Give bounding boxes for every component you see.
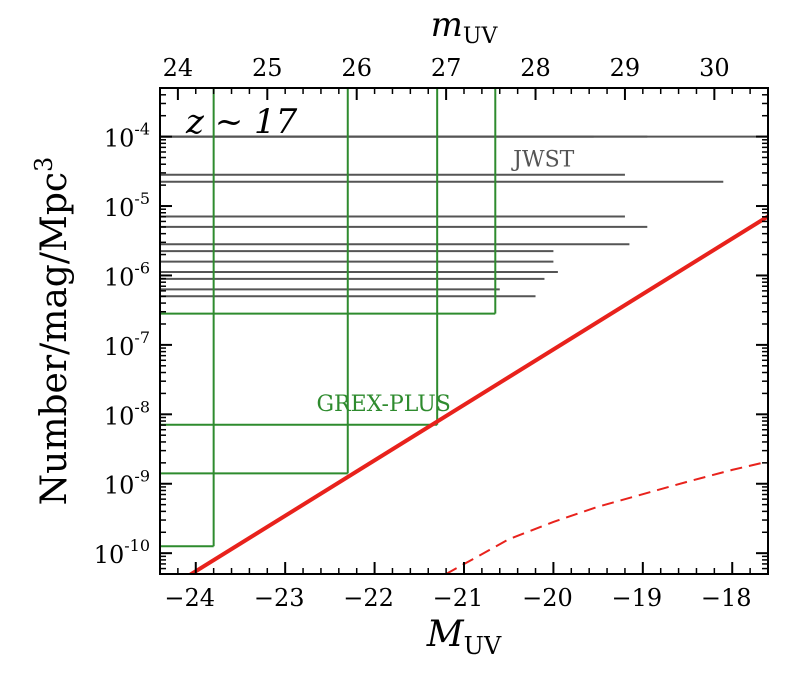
jwst-label: JWST (511, 147, 575, 172)
x-tick-label: −20 (522, 584, 573, 612)
y-tick-label: 10-4 (104, 120, 150, 153)
y-tick-label: 10-5 (104, 189, 150, 222)
y-tick-label: 10-7 (104, 328, 150, 361)
plot-frame (159, 87, 769, 575)
top-tick-label: 26 (341, 54, 372, 82)
x-tick-label: −22 (343, 584, 394, 612)
top-tick-label: 24 (163, 54, 194, 82)
top-tick-label: 29 (610, 54, 641, 82)
axis-ticks: −24 −23 −22 −21 −20 −19 −18 24 25 26 27 28 29 30 10-10… (94, 54, 769, 612)
y-axis-title: Number/mag/Mpc3 (30, 157, 75, 506)
model-lines (187, 214, 768, 574)
grex-plus-label: GREX-PLUS (316, 392, 450, 417)
top-tick-label: 30 (699, 54, 730, 82)
x-tick-label: −21 (433, 584, 484, 612)
y-tick-label: 10-6 (104, 258, 150, 291)
top-tick-label: 28 (520, 54, 551, 82)
redshift-annotation: z ~ 17 (185, 102, 298, 142)
y-tick-label: 10-9 (104, 467, 150, 500)
x-axis-title: MUV (426, 614, 502, 660)
x-tick-label: −18 (701, 584, 752, 612)
y-tick-label: 10-10 (94, 536, 150, 569)
top-tick-label: 25 (252, 54, 283, 82)
x-tick-label: −23 (254, 584, 305, 612)
x-tick-label: −24 (164, 584, 215, 612)
survey-limit-lines (160, 88, 768, 548)
top-tick-label: 27 (431, 54, 462, 82)
solid-model-line (187, 214, 768, 574)
top-x-axis-title: mUV (431, 5, 499, 49)
x-tick-label: −19 (611, 584, 662, 612)
dashed-model-line (445, 460, 768, 574)
y-tick-label: 10-8 (104, 397, 150, 430)
